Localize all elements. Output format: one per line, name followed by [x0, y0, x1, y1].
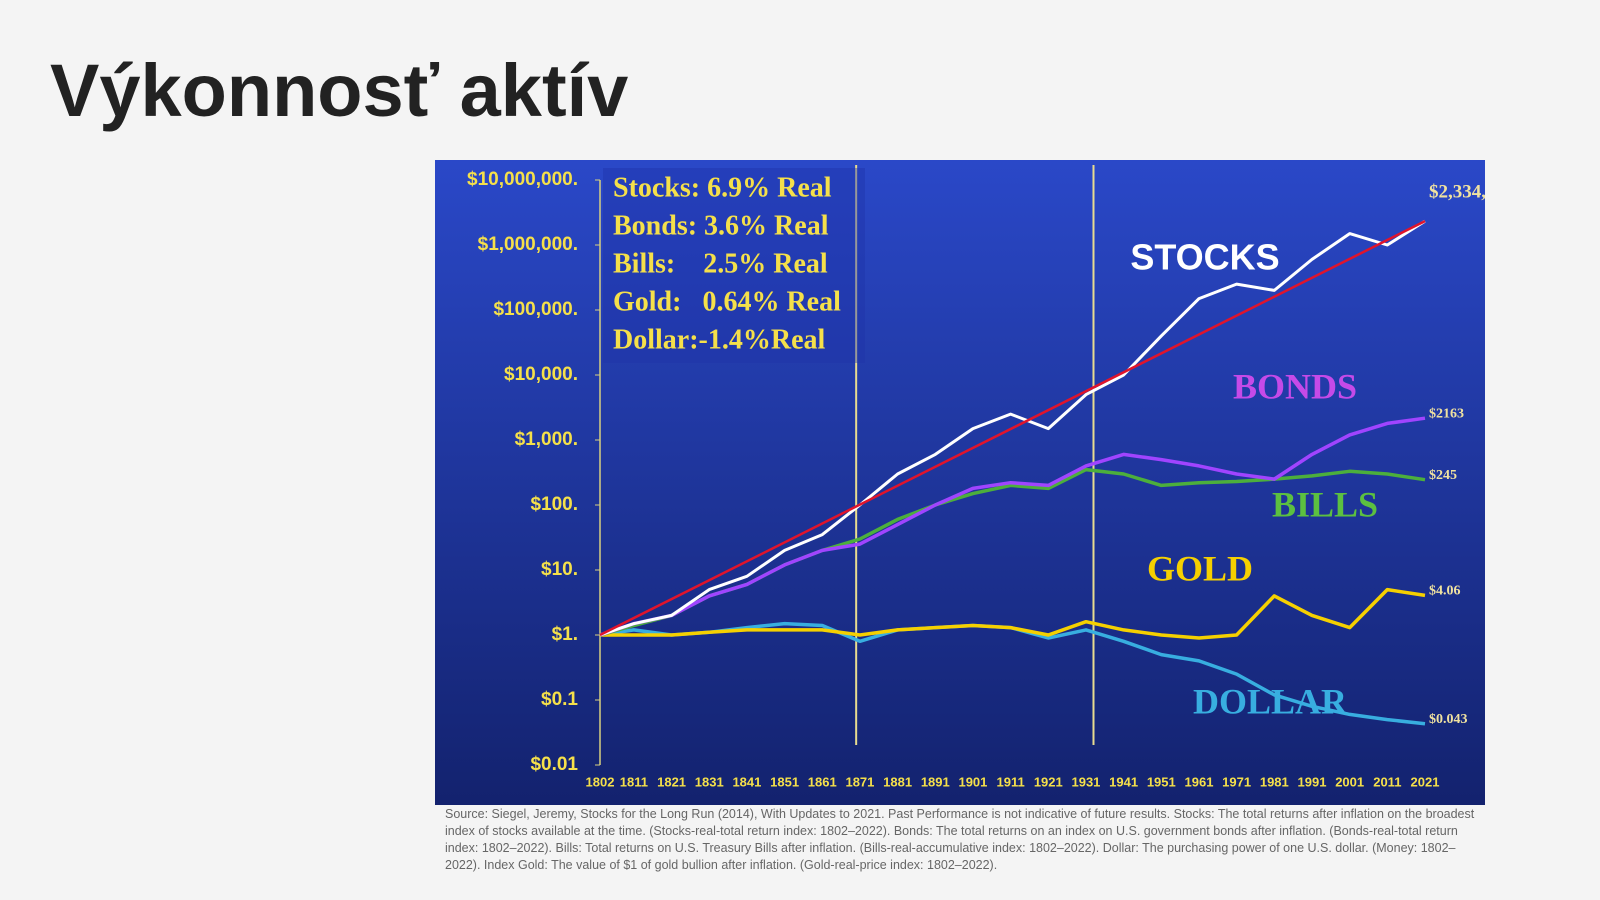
y-tick-label: $100. [530, 494, 578, 515]
x-tick-label: 1821 [657, 774, 686, 789]
y-tick-label: $1,000,000. [478, 234, 578, 255]
returns-text: Bonds: 3.6% Real [613, 210, 829, 241]
y-tick-label: $10,000,000. [467, 169, 578, 190]
series-line [599, 219, 1426, 637]
returns-text: Stocks: 6.9% Real [613, 172, 832, 203]
source-note: Source: Siegel, Jeremy, Stocks for the L… [445, 807, 1475, 872]
end-value-label: $0.043 [1429, 712, 1468, 727]
returns-text: Bills: 2.5% Real [613, 248, 828, 279]
y-tick-label: $100,000. [493, 299, 578, 320]
series-label: BONDS [1233, 366, 1357, 406]
x-tick-label: 1951 [1147, 774, 1176, 789]
x-tick-label: 1851 [770, 774, 799, 789]
page-title: Výkonnosť aktív [50, 49, 629, 132]
x-tick-label: 1861 [808, 774, 837, 789]
x-tick-label: 1981 [1260, 774, 1289, 789]
x-tick-label: 1871 [845, 774, 874, 789]
y-tick-label: $1. [552, 624, 578, 645]
x-tick-label: 1831 [695, 774, 724, 789]
x-tick-label: 1931 [1071, 774, 1100, 789]
series-line [600, 587, 1426, 640]
trend-line [599, 219, 1426, 637]
end-value-label: $2163 [1429, 406, 1464, 421]
x-tick-label: 1991 [1298, 774, 1327, 789]
x-tick-label: 1901 [958, 774, 987, 789]
end-value-label: $2,334,990 [1429, 181, 1485, 202]
x-tick-label: 1841 [732, 774, 761, 789]
series-label: DOLLAR [1193, 681, 1348, 721]
x-tick-label: 1921 [1034, 774, 1063, 789]
x-tick-label: 1881 [883, 774, 912, 789]
series-label: GOLD [1147, 548, 1253, 588]
x-tick-label: 1811 [620, 774, 648, 789]
series-line [599, 416, 1426, 637]
x-tick-label: 2021 [1411, 774, 1440, 789]
y-tick-label: $1,000. [515, 429, 578, 450]
x-tick-label: 1802 [586, 774, 615, 789]
end-value-label: $245 [1429, 468, 1457, 483]
returns-text: Dollar:-1.4%Real [613, 324, 826, 355]
returns-text: Gold: 0.64% Real [613, 286, 841, 317]
returns-box [603, 168, 865, 363]
series-label: BILLS [1272, 484, 1378, 524]
x-tick-label: 1911 [997, 774, 1025, 789]
y-tick-label: $10. [541, 559, 578, 580]
x-tick-label: 2001 [1335, 774, 1364, 789]
x-tick-label: 1971 [1222, 774, 1251, 789]
y-tick-label: $0.1 [541, 689, 578, 710]
x-tick-label: 1961 [1185, 774, 1214, 789]
series-label: STOCKS [1130, 237, 1279, 278]
x-tick-label: 1891 [921, 774, 950, 789]
x-tick-label: 2011 [1373, 774, 1401, 789]
chart-background [435, 160, 1485, 805]
y-tick-label: $0.01 [530, 754, 578, 775]
end-value-label: $4.06 [1429, 584, 1461, 599]
chart: $10,000,000. $1,000,000. $100,000. $10,000.… [435, 160, 1485, 805]
x-tick-label: 1941 [1109, 774, 1138, 789]
y-tick-label: $10,000. [504, 364, 578, 385]
